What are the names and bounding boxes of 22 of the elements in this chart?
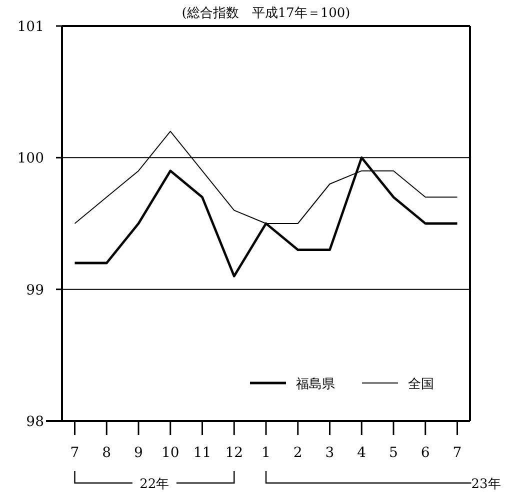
x-tick-label: 7 [452,445,462,461]
y-tick-label: 99 [26,282,44,298]
x-tick-label: 1 [262,445,270,461]
text: 23年 [471,477,501,492]
x-tick-label: 11 [193,445,212,461]
x-tick-label: 8 [102,445,112,461]
x-tick-label: 3 [325,445,334,461]
legend-label: 全国 [408,377,434,392]
x-tick-label: 10 [161,445,180,461]
legend-label: 福島県 [296,377,335,392]
y-tick-label: 98 [26,414,44,430]
x-tick-label: 9 [134,445,143,461]
x-tick-label: 7 [70,445,80,461]
x-tick-label: 6 [420,445,430,461]
chart-title: (総合指数 平成17年＝100) [182,6,350,21]
x-tick-label: 2 [293,445,302,461]
y-tick-label: 101 [17,19,44,35]
text: 22年 [140,477,170,492]
x-tick-label: 5 [389,445,398,461]
x-tick-label: 12 [225,445,244,461]
y-tick-label: 100 [17,150,44,167]
x-tick-label: 4 [357,445,366,461]
